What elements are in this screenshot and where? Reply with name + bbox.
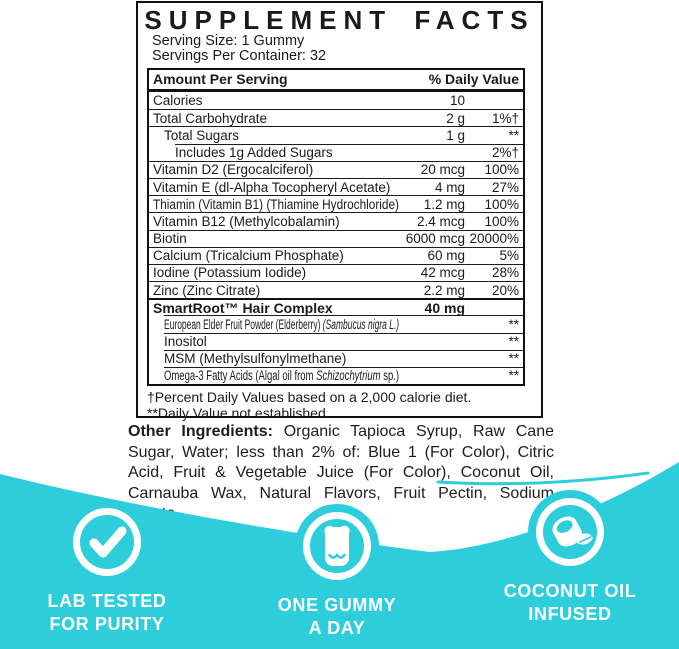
nutrient-amount: 10 (449, 93, 465, 109)
other-ingredients-text: Organic Tapioca Syrup, Raw Cane Sugar, W… (128, 423, 554, 522)
nutrient-name: European Elder Fruit Powder (Elderberry)… (164, 316, 400, 332)
nutrient-daily-value: 5% (499, 248, 519, 264)
nutrient-name: Iodine (Potassium Iodide) (153, 265, 307, 281)
table-row: Calories 10 (149, 92, 523, 109)
nutrient-amount: 60 mg (427, 248, 465, 264)
table-row: Calcium (Tricalcium Phosphate) 60 mg 5% (149, 246, 523, 264)
nutrient-name: Total Carbohydrate (153, 110, 268, 126)
nutrient-amount: 2.2 mg (423, 282, 465, 298)
footnote-not-established: **Daily Value not established. (147, 404, 330, 421)
table-row: SmartRoot™ Hair Complex 40 mg (149, 298, 523, 316)
nutrient-daily-value: 27% (491, 179, 519, 195)
nutrient-name: SmartRoot™ Hair Complex (153, 299, 333, 316)
nutrient-daily-value: 100% (484, 162, 519, 178)
nutrient-amount: 2.4 mcg (416, 213, 465, 229)
nutrient-name: Biotin (153, 231, 187, 247)
supplement-facts-panel: SUPPLEMENT FACTS Serving Size: 1 Gummy S… (136, 1, 543, 421)
nutrient-name: Vitamin D2 (Ergocalciferol) (153, 162, 314, 178)
nutrient-name: Omega-3 Fatty Acids (Algal oil from Schi… (164, 368, 400, 384)
nutrient-daily-value: 20% (491, 282, 519, 298)
table-row: Inositol ** (149, 332, 523, 350)
servings-per-container: Servings Per Container: 32 (152, 48, 327, 64)
badge-one-gummy: ONE GUMMY A DAY (252, 503, 422, 640)
nutrient-daily-value: 100% (484, 196, 519, 212)
nutrient-name: Total Sugars (164, 127, 240, 143)
table-row: Omega-3 Fatty Acids (Algal oil from Schi… (149, 367, 523, 384)
nutrient-daily-value: ** (508, 316, 519, 332)
table-row: Thiamin (Vitamin B1) (Thiamine Hydrochlo… (149, 195, 523, 212)
footnotes: †Percent Daily Values based on a 2,000 c… (138, 386, 541, 421)
check-icon (65, 500, 149, 584)
header-amount-per-serving: Amount Per Serving (153, 71, 288, 87)
panel-title: SUPPLEMENT FACTS (144, 5, 535, 35)
nutrient-daily-value: 100% (484, 213, 519, 229)
nutrient-name: Calcium (Tricalcium Phosphate) (153, 248, 344, 264)
nutrient-amount: 1.2 mg (423, 196, 465, 212)
table-row: Zinc (Zinc Citrate) 2.2 mg 20% (149, 281, 523, 298)
badge-lab-tested: LAB TESTED FOR PURITY (22, 499, 192, 636)
table-row: Vitamin D2 (Ergocalciferol) 20 mcg 100% (149, 160, 523, 178)
nutrient-daily-value: ** (508, 127, 519, 143)
table-rows: Calories 10 Total Carbohydrate 2 g 1%† Total … (149, 92, 523, 384)
footnote-daily-values: †Percent Daily Values based on a 2,000 c… (147, 389, 472, 406)
nutrient-daily-value: 1%† (491, 110, 519, 126)
serving-size: Serving Size: 1 Gummy (152, 33, 305, 49)
nutrient-amount: 2 g (446, 110, 465, 126)
table-row: Total Carbohydrate 2 g 1%† (149, 109, 523, 126)
nutrient-amount: 20 mcg (420, 162, 465, 178)
nutrient-name: Zinc (Zinc Citrate) (153, 282, 261, 298)
nutrient-name: Inositol (164, 333, 207, 349)
nutrient-name: Includes 1g Added Sugars (175, 144, 333, 160)
table-row: Total Sugars 1 g ** (149, 126, 523, 143)
nutrient-amount: 42 mcg (420, 265, 465, 281)
nutrition-table: Amount Per Serving % Daily Value Calorie… (147, 68, 525, 387)
other-ingredients-label: Other Ingredients: (128, 423, 273, 440)
nutrient-daily-value: ** (508, 368, 519, 384)
badge-lab-tested-label: LAB TESTED FOR PURITY (47, 591, 167, 634)
table-row: MSM (Methylsulfonylmethane) ** (149, 349, 523, 367)
other-ingredients: Other Ingredients: Organic Tapioca Syrup… (128, 422, 554, 525)
coconut-icon (528, 490, 612, 574)
nutrient-name: Vitamin B12 (Methylcobalamin) (153, 213, 340, 229)
nutrient-daily-value: 2%† (491, 144, 519, 160)
nutrient-amount: 1 g (446, 127, 465, 143)
table-header: Amount Per Serving % Daily Value (149, 70, 523, 92)
header-daily-value: % Daily Value (428, 71, 519, 87)
nutrient-daily-value: ** (508, 333, 519, 349)
table-row: Includes 1g Added Sugars 2%† (149, 143, 523, 161)
nutrient-name: Calories (153, 93, 203, 109)
gummy-bear-icon (295, 504, 379, 588)
badge-coconut-oil-label: COCONUT OIL INFUSED (503, 581, 637, 624)
table-row: Vitamin B12 (Methylcobalamin) 2.4 mcg 100% (149, 212, 523, 229)
table-row: Iodine (Potassium Iodide) 42 mcg 28% (149, 263, 523, 281)
nutrient-daily-value: 20000% (469, 231, 519, 247)
nutrient-amount: 40 mg (424, 299, 465, 316)
nutrient-daily-value: ** (508, 350, 519, 366)
table-row: Vitamin E (dl-Alpha Tocopheryl Acetate) 4… (149, 177, 523, 195)
nutrient-amount: 4 mg (434, 179, 465, 195)
nutrient-amount: 6000 mcg (405, 231, 465, 247)
badge-coconut-oil: COCONUT OIL INFUSED (485, 489, 655, 626)
nutrient-daily-value: 28% (491, 265, 519, 281)
badge-one-gummy-label: ONE GUMMY A DAY (277, 595, 397, 638)
nutrient-name: Vitamin E (dl-Alpha Tocopheryl Acetate) (153, 179, 391, 195)
nutrient-name: MSM (Methylsulfonylmethane) (164, 350, 347, 366)
table-row: Biotin 6000 mcg 20000% (149, 229, 523, 247)
nutrient-name: Thiamin (Vitamin B1) (Thiamine Hydrochlo… (153, 196, 399, 212)
table-row: European Elder Fruit Powder (Elderberry)… (149, 315, 523, 332)
